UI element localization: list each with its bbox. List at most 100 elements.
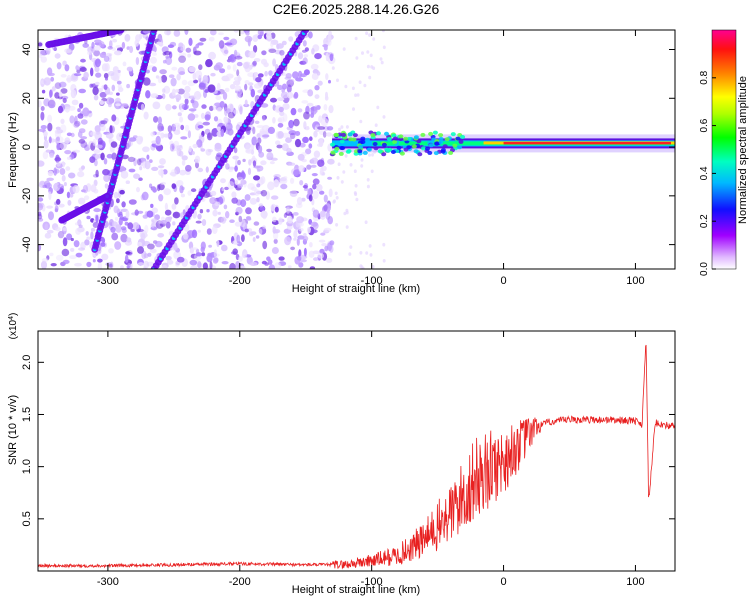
noise-blob — [99, 91, 107, 98]
noise-blob — [177, 88, 185, 95]
noise-blob — [237, 159, 241, 166]
noise-blob — [121, 201, 126, 208]
noise-blob — [356, 93, 360, 97]
noise-blob — [117, 84, 123, 89]
noise-blob — [293, 118, 300, 127]
noise-blob — [310, 164, 317, 168]
noise-blob — [240, 179, 247, 185]
noise-blob — [150, 56, 157, 64]
noise-blob — [214, 145, 222, 152]
noise-blob — [83, 195, 90, 201]
noise-blob — [236, 69, 240, 77]
noise-blob — [221, 187, 225, 192]
noise-blob — [303, 233, 307, 237]
noise-blob — [312, 250, 320, 255]
noise-blob — [236, 61, 243, 67]
noise-blob — [136, 228, 144, 232]
noise-blob — [289, 190, 298, 197]
noise-blob — [90, 142, 96, 151]
noise-blob — [273, 179, 280, 188]
noise-blob — [226, 65, 231, 70]
noise-blob — [380, 60, 384, 65]
noise-blob — [322, 44, 329, 48]
noise-blob — [176, 145, 183, 151]
noise-blob — [311, 72, 319, 80]
noise-blob — [300, 217, 308, 222]
noise-blob — [161, 125, 165, 131]
spectrogram-frame — [37, 29, 676, 270]
noise-blob — [130, 228, 135, 232]
noise-blob — [236, 234, 241, 244]
noise-blob — [171, 88, 176, 97]
noise-blob — [136, 158, 142, 166]
noise-blob — [342, 170, 346, 174]
noise-blob — [312, 209, 320, 218]
noise-blob — [200, 246, 205, 253]
snr-line-layer — [38, 344, 675, 570]
noise-blob — [277, 131, 284, 139]
noise-blob — [205, 166, 209, 173]
carrier-blob — [330, 142, 335, 147]
noise-blob — [95, 215, 99, 224]
carrier-blob — [458, 139, 464, 144]
noise-blob — [164, 209, 172, 216]
noise-blob — [316, 105, 321, 110]
noise-blob — [240, 219, 246, 228]
noise-blob — [279, 49, 285, 56]
noise-blob — [258, 203, 264, 208]
noise-blob — [156, 184, 161, 192]
noise-blob — [178, 52, 187, 58]
noise-blob — [137, 262, 144, 266]
noise-blob — [258, 151, 265, 158]
noise-blob — [71, 99, 79, 106]
noise-blob — [272, 216, 277, 223]
noise-blob — [78, 224, 83, 228]
noise-blob — [311, 48, 315, 55]
noise-blob — [43, 131, 48, 137]
noise-blob — [166, 259, 174, 265]
noise-blob — [128, 137, 137, 142]
noise-blob — [235, 124, 241, 131]
noise-blob — [294, 138, 302, 148]
noise-blob — [345, 125, 349, 129]
noise-blob — [290, 177, 295, 184]
noise-blob — [368, 153, 371, 157]
noise-blob — [54, 82, 62, 89]
noise-blob — [49, 98, 55, 107]
noise-blob — [293, 237, 297, 241]
noise-blob — [293, 230, 298, 239]
noise-blob — [92, 86, 99, 96]
noise-blob — [38, 42, 43, 47]
noise-blob — [191, 229, 198, 239]
noise-blob — [120, 265, 124, 269]
noise-blob — [335, 196, 339, 200]
noise-blob — [371, 153, 374, 157]
noise-blob — [228, 168, 233, 173]
noise-blob — [354, 184, 358, 188]
noise-blob — [153, 116, 159, 123]
noise-blob — [143, 111, 149, 120]
noise-blob — [253, 221, 260, 226]
noise-blob — [56, 62, 62, 70]
noise-blob — [139, 229, 148, 239]
noise-blob — [359, 119, 363, 124]
noise-blob — [295, 202, 303, 209]
noise-blob — [159, 158, 166, 165]
noise-blob — [111, 84, 116, 92]
noise-blob — [40, 56, 47, 63]
noise-blob — [89, 156, 96, 164]
y-tick-label: 0 — [21, 144, 33, 150]
colorbar-tick-label: 0.6 — [699, 118, 710, 132]
noise-blob — [173, 242, 178, 251]
noise-blob — [38, 53, 43, 59]
carrier-blob — [442, 144, 448, 149]
carrier-blob — [448, 150, 454, 155]
noise-blob — [289, 132, 296, 140]
snr-y-axis: 0.5 1.0 1.5 2.0 — [21, 355, 675, 526]
noise-blob — [302, 185, 308, 189]
noise-blob — [175, 89, 180, 93]
noise-blob — [83, 71, 89, 79]
noise-blob — [109, 125, 115, 134]
noise-blob — [58, 91, 63, 98]
noise-blob — [181, 159, 186, 166]
